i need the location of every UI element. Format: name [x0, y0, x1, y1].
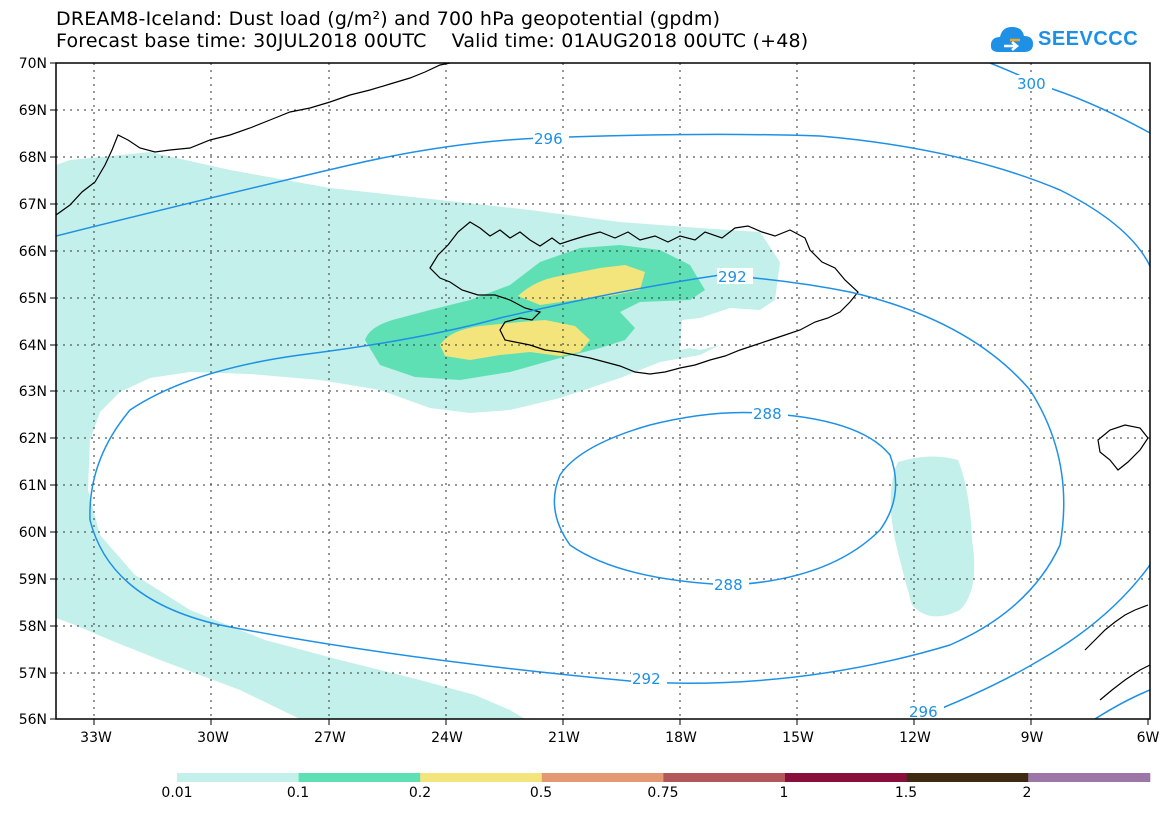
lat-label: 65N	[19, 291, 47, 307]
geopotential-contours	[56, 63, 1150, 719]
contour-288	[553, 411, 897, 586]
legend-labels: 0.01 0.1 0.2 0.5 0.75 1 1.5 2	[161, 785, 1031, 801]
axis-ticks	[50, 62, 1149, 725]
dust-region-high-1	[518, 265, 645, 305]
legend-color-box	[906, 773, 1029, 782]
lat-label: 60N	[19, 525, 47, 541]
legend-label: 2	[1023, 785, 1032, 801]
lat-label: 66N	[19, 244, 47, 260]
legend-color-box	[420, 773, 543, 782]
lat-label: 68N	[19, 150, 47, 166]
lon-label: 9W	[1021, 730, 1044, 746]
legend-label: 0.5	[530, 785, 552, 801]
lon-labels: 33W 30W 27W 24W 21W 18W 15W 12W 9W 6W	[80, 730, 1159, 746]
map-title-line1: DREAM8-Iceland: Dust load (g/m²) and 700…	[56, 8, 721, 30]
lat-label: 56N	[19, 712, 47, 728]
dust-region-low	[56, 152, 780, 719]
lat-label: 58N	[19, 619, 47, 635]
legend-label: 0.75	[647, 785, 678, 801]
contour-label: 288	[753, 405, 782, 423]
lon-label: 30W	[197, 730, 229, 746]
seevccc-logo: SEEVCCC	[990, 22, 1138, 56]
color-legend	[177, 773, 1151, 782]
dust-shading	[56, 152, 975, 719]
lat-label: 67N	[19, 197, 47, 213]
contour-label: 292	[632, 670, 661, 688]
lon-label: 33W	[80, 730, 112, 746]
contour-300	[989, 63, 1150, 134]
contour-292	[89, 274, 1065, 684]
lat-label: 57N	[19, 666, 47, 682]
faroe-coast	[1097, 424, 1149, 471]
lat-label: 63N	[19, 384, 47, 400]
legend-label: 0.2	[409, 785, 431, 801]
cloud-logo-icon	[990, 27, 1033, 52]
map-title-line2: Forecast base time: 30JUL2018 00UTC Vali…	[56, 30, 809, 52]
contour-296-south	[914, 564, 1150, 719]
lat-label: 61N	[19, 478, 47, 494]
legend-label: 1.5	[895, 785, 917, 801]
lon-label: 18W	[665, 730, 697, 746]
scotland-coast	[1084, 604, 1150, 701]
coastlines	[56, 63, 1150, 701]
logo-text: SEEVCCC	[1038, 27, 1139, 50]
lat-label: 62N	[19, 431, 47, 447]
legend-color-box	[1028, 773, 1151, 782]
dust-region-high-2	[440, 320, 590, 360]
legend-color-box	[177, 773, 300, 782]
lat-label: 59N	[19, 572, 47, 588]
lat-labels: 70N 69N 68N 67N 66N 65N 64N 63N 62N 61N …	[19, 56, 47, 728]
contour-label-group: 300 296 292 288 288 292 296	[533, 75, 1052, 721]
contour-label: 296	[534, 130, 563, 148]
lon-label: 27W	[314, 730, 346, 746]
legend-label: 0.01	[161, 785, 192, 801]
dust-region-low-2	[890, 456, 975, 617]
contour-label: 296	[909, 703, 938, 721]
lon-label: 6W	[1137, 730, 1160, 746]
lat-label: 64N	[19, 338, 47, 354]
legend-color-box	[541, 773, 664, 782]
lat-label: 70N	[19, 56, 47, 72]
contour-296-north	[56, 133, 1150, 267]
legend-color-box	[785, 773, 908, 782]
lon-label: 21W	[548, 730, 580, 746]
legend-color-box	[298, 773, 421, 782]
lat-label: 69N	[19, 103, 47, 119]
contour-296-se	[1094, 689, 1150, 719]
contour-label: 288	[714, 576, 743, 594]
legend-color-box	[663, 773, 786, 782]
lon-label: 15W	[782, 730, 814, 746]
lon-label: 24W	[431, 730, 463, 746]
iceland-coast	[429, 221, 859, 375]
greenland-coast	[56, 63, 451, 216]
legend-label: 1	[780, 785, 789, 801]
graticule	[56, 63, 1150, 719]
legend-label: 0.1	[287, 785, 309, 801]
contour-label: 300	[1017, 75, 1046, 93]
lon-label: 12W	[899, 730, 931, 746]
contour-label: 292	[718, 268, 747, 286]
